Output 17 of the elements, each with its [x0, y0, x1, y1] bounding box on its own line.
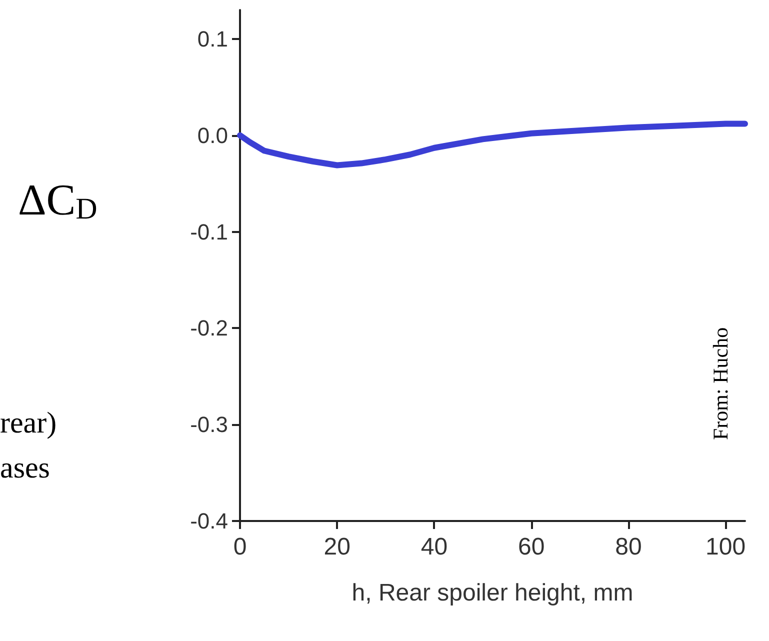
x-tick-label: 40 — [420, 534, 448, 560]
x-tick-label: 0 — [233, 534, 247, 560]
y-tick-label: 0.0 — [197, 122, 228, 148]
x-tick-label: 60 — [518, 534, 545, 560]
x-axis-title: h, Rear spoiler height, mm — [352, 580, 634, 606]
text: ases — [0, 452, 50, 484]
text: rear) — [0, 406, 57, 440]
y-tick-label: -0.3 — [190, 412, 228, 438]
y-tick-label: 0.1 — [197, 26, 228, 52]
annotation: From: Hucho — [708, 327, 732, 440]
x-tick-label: 100 — [706, 534, 746, 560]
y-tick-label: -0.1 — [190, 219, 228, 244]
y-tick-label: -0.4 — [190, 508, 228, 534]
y-tick-label: -0.2 — [190, 316, 228, 341]
y-axis-title: ΔCD — [18, 176, 98, 226]
x-tick-label: 20 — [324, 534, 350, 560]
x-tick-label: 80 — [615, 534, 642, 560]
